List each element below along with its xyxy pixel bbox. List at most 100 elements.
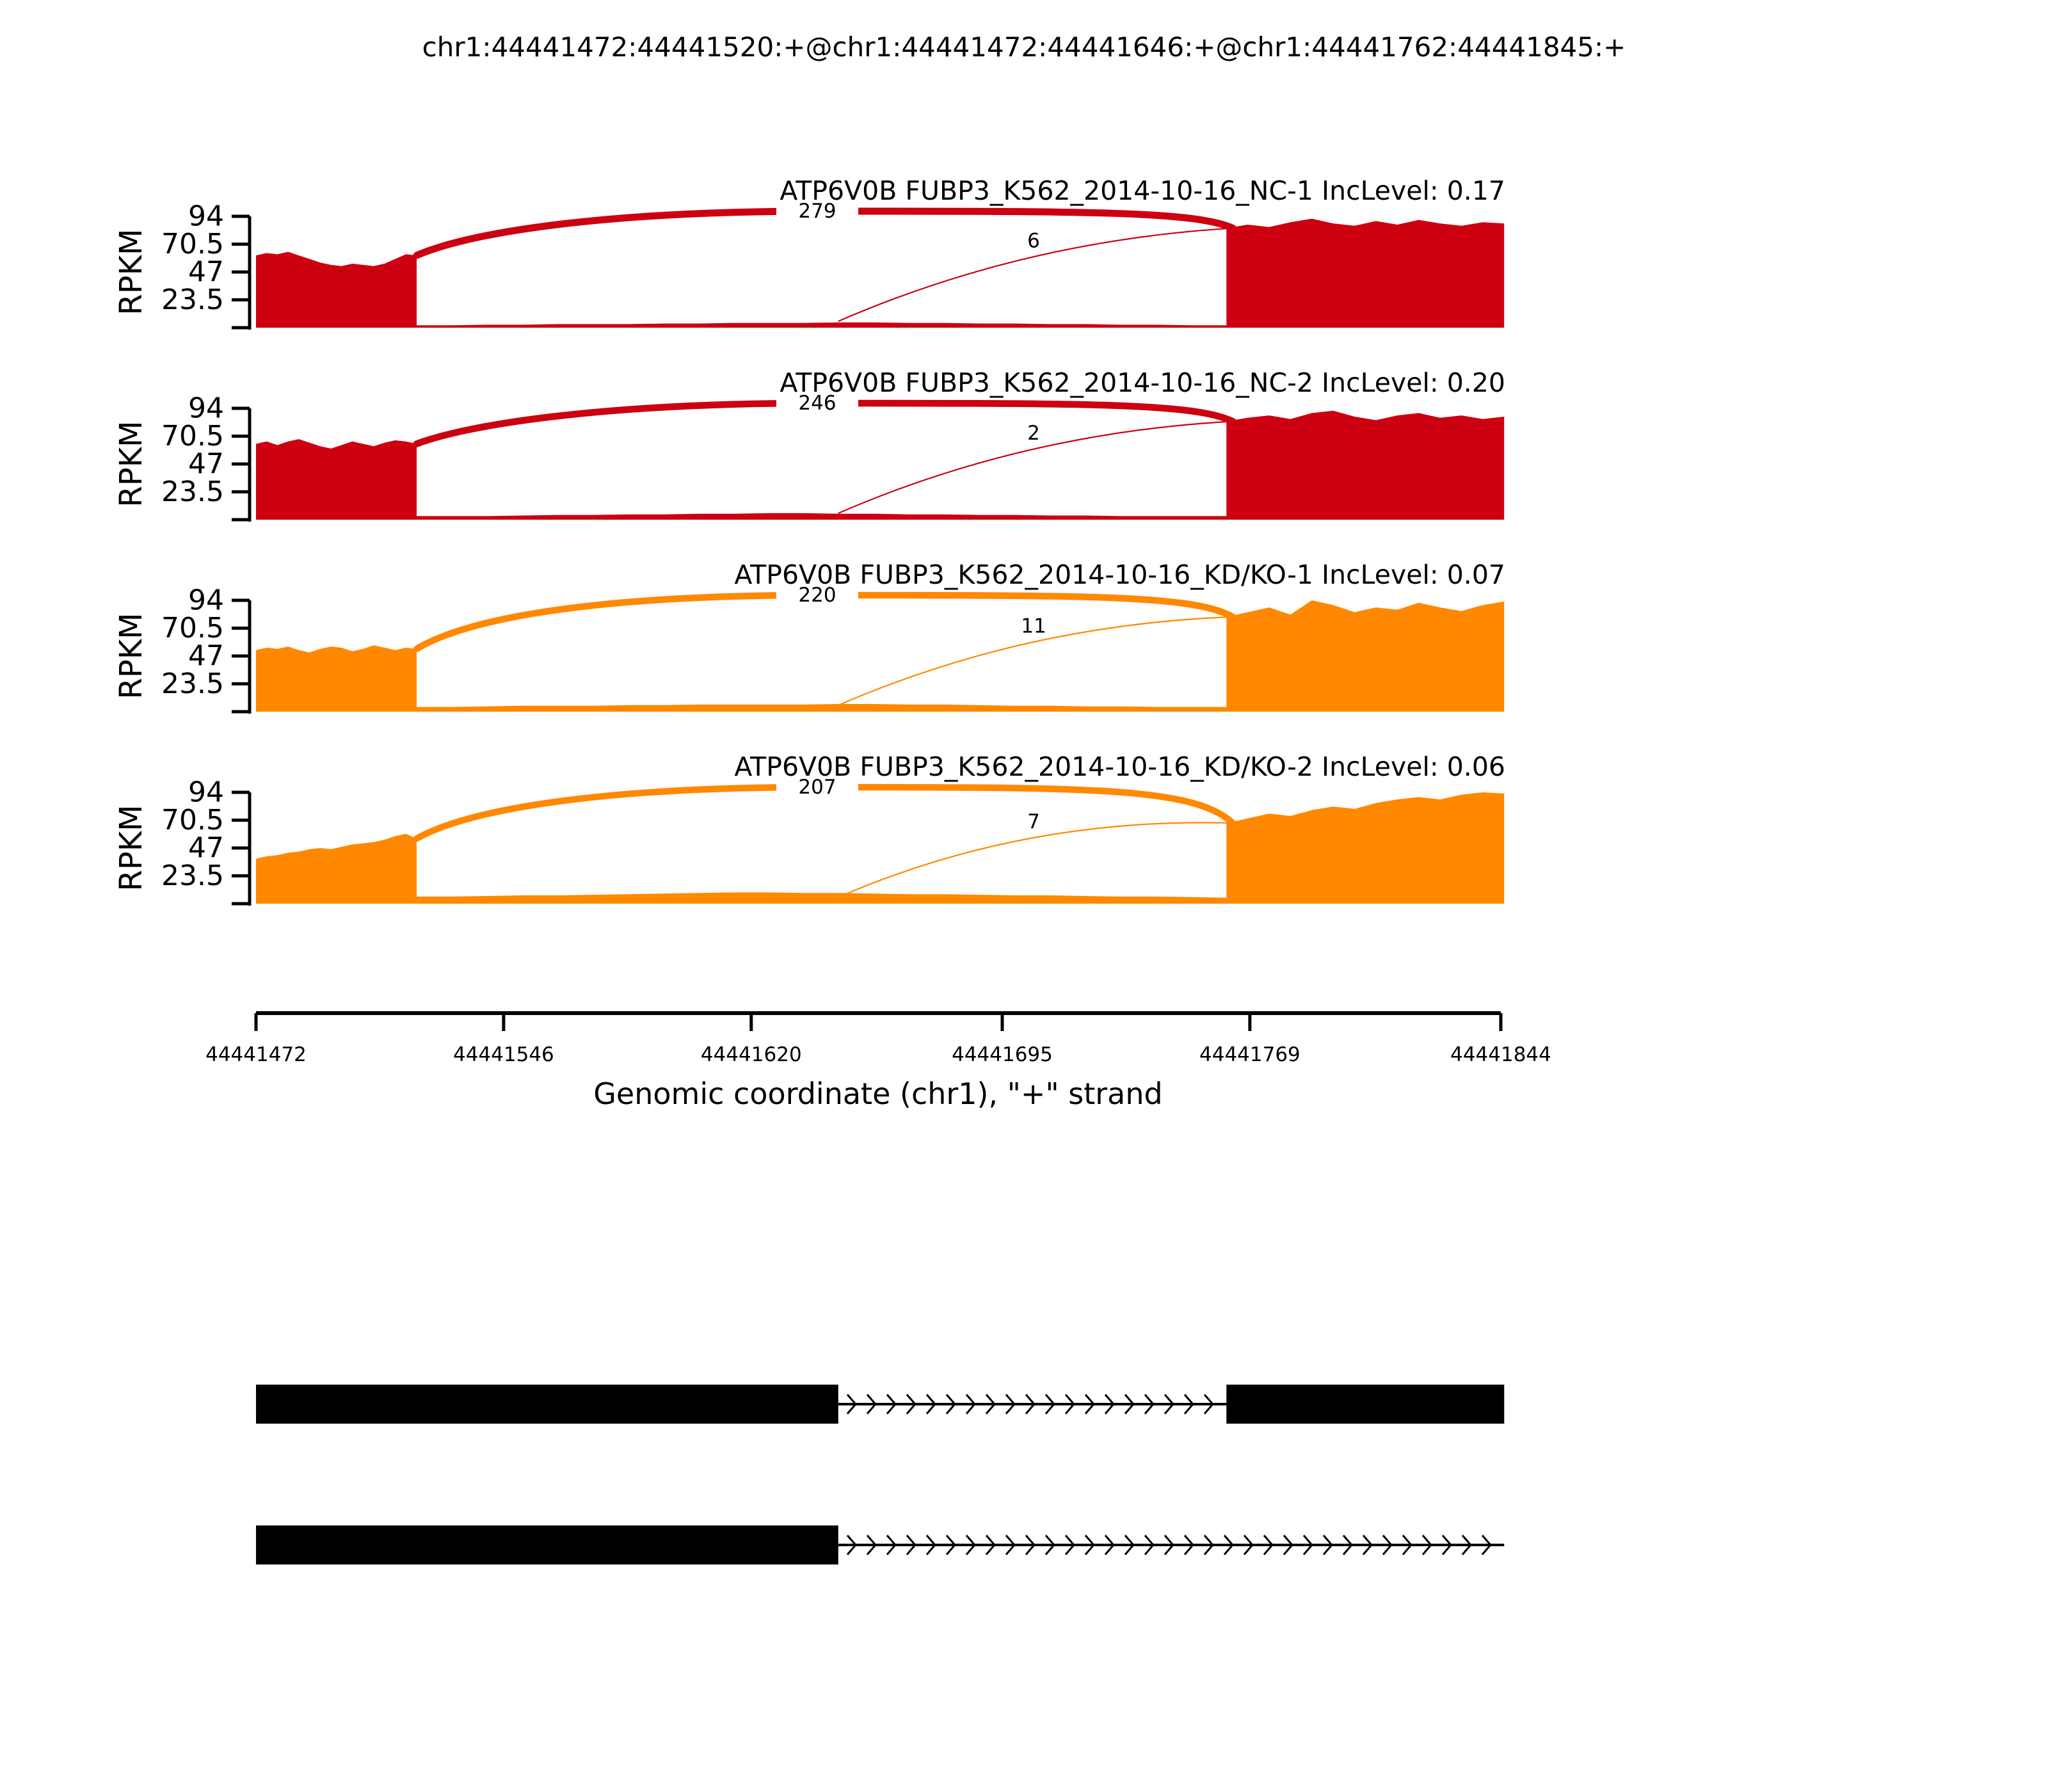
junction-count-label: 246 (798, 392, 836, 415)
y-tick-label: 94 (188, 392, 224, 425)
junction-count-gap (776, 388, 858, 418)
strand-arrow-icon (1421, 1535, 1432, 1555)
y-axis (232, 214, 252, 330)
y-tick-label: 47 (188, 448, 224, 481)
strand-arrow-icon (1322, 1535, 1333, 1555)
strand-arrow-icon (1044, 1535, 1055, 1555)
strand-arrow-icon (1342, 1535, 1353, 1555)
strand-arrow-icon (1025, 1535, 1036, 1555)
strand-arrow-icon (906, 1394, 916, 1414)
y-axis (232, 406, 252, 522)
strand-arrow-icon (846, 1535, 857, 1555)
strand-arrow-icon (1183, 1394, 1194, 1414)
strand-arrow-icon (1124, 1394, 1135, 1414)
y-tick-label: 94 (188, 200, 224, 233)
strand-arrow-icon (985, 1394, 996, 1414)
junction-arc (838, 616, 1233, 707)
y-tick-label: 70.5 (161, 420, 224, 452)
x-tick-label: 44441546 (453, 1043, 554, 1066)
strand-arrow-icon (1084, 1535, 1095, 1555)
coverage-area (256, 600, 1505, 712)
strand-arrow-icon (1144, 1394, 1155, 1414)
junction-arc (838, 822, 1233, 899)
strand-arrow-icon (1104, 1535, 1115, 1555)
strand-arrow-icon (1005, 1535, 1016, 1555)
strand-arrow-icon (1064, 1394, 1075, 1414)
strand-arrow-icon (945, 1535, 956, 1555)
y-tick-label: 47 (188, 256, 224, 289)
strand-arrow-icon (1104, 1394, 1115, 1414)
y-tick-label: 23.5 (161, 476, 224, 508)
junction-arc (838, 420, 1233, 515)
track-title: ATP6V0B FUBP3_K562_2014-10-16_KD/KO-1 In… (734, 559, 1505, 590)
strand-arrow-icon (1183, 1535, 1194, 1555)
exon-box (256, 1384, 838, 1424)
coverage-area (256, 218, 1505, 328)
y-tick-label: 47 (188, 640, 224, 673)
strand-arrow-icon (1263, 1535, 1274, 1555)
transcript-isoform-skipping (256, 1525, 1505, 1565)
strand-arrow-icon (1005, 1394, 1016, 1414)
strand-arrow-icon (1084, 1394, 1095, 1414)
y-tick-label: 94 (188, 776, 224, 809)
strand-arrow-icon (1025, 1394, 1036, 1414)
junction-count-label: 6 (1027, 230, 1040, 253)
strand-arrow-icon (1481, 1535, 1492, 1555)
y-axis-title: RPKM (113, 804, 149, 891)
strand-arrow-icon (985, 1535, 996, 1555)
exon-box (256, 1525, 838, 1565)
strand-arrow-icon (965, 1394, 976, 1414)
junction-count-label: 279 (798, 200, 836, 223)
strand-arrow-icon (1302, 1535, 1313, 1555)
x-tick-label: 44441472 (205, 1043, 307, 1066)
strand-arrow-icon (1382, 1535, 1393, 1555)
x-tick-label: 44441620 (701, 1043, 802, 1066)
strand-arrow-icon (1223, 1535, 1234, 1555)
junction-count-label: 207 (798, 776, 836, 799)
track-title: ATP6V0B FUBP3_K562_2014-10-16_KD/KO-2 In… (734, 751, 1505, 782)
junction-count-label: 2 (1027, 422, 1040, 445)
junction-count-label: 7 (1027, 810, 1040, 833)
strand-arrow-icon (1283, 1535, 1293, 1555)
y-tick-label: 23.5 (161, 668, 224, 700)
junction-count-gap (776, 196, 858, 226)
y-tick-label: 47 (188, 832, 224, 865)
transcript-isoform-inclusion (256, 1384, 1505, 1424)
y-tick-label: 94 (188, 584, 224, 617)
strand-arrow-icon (866, 1535, 877, 1555)
strand-arrow-icon (945, 1394, 956, 1414)
junction-count-gap (776, 580, 858, 610)
y-axis-title: RPKM (113, 612, 149, 699)
strand-arrow-icon (1362, 1535, 1373, 1555)
strand-arrow-icon (965, 1535, 976, 1555)
junction-count-label: 220 (798, 584, 836, 607)
coverage-area (256, 792, 1505, 904)
strand-arrow-icon (1203, 1394, 1214, 1414)
junction-count-gap (776, 772, 858, 802)
strand-arrow-icon (1144, 1535, 1155, 1555)
strand-arrow-icon (1164, 1394, 1174, 1414)
junction-arc (838, 227, 1233, 323)
exon-box (1226, 1384, 1505, 1424)
track-title: ATP6V0B FUBP3_K562_2014-10-16_NC-2 IncLe… (780, 367, 1505, 398)
strand-arrow-icon (866, 1394, 877, 1414)
y-axis-title: RPKM (113, 420, 149, 507)
y-tick-label: 70.5 (161, 612, 224, 644)
y-tick-label: 23.5 (161, 284, 224, 316)
strand-arrow-icon (1203, 1535, 1214, 1555)
figure-title: chr1:44441472:44441520:+@chr1:44441472:4… (422, 31, 1626, 63)
strand-arrow-icon (1044, 1394, 1055, 1414)
x-axis: 44441472 44441546 44441620 44441695 44441769… (205, 1011, 1551, 1066)
strand-arrow-icon (906, 1535, 916, 1555)
strand-arrow-icon (1461, 1535, 1472, 1555)
coverage-area (256, 410, 1505, 520)
strand-arrow-icon (1164, 1535, 1174, 1555)
x-axis-label: Genomic coordinate (chr1), "+" strand (593, 1076, 1162, 1111)
junction-count-label: 11 (1021, 615, 1046, 638)
